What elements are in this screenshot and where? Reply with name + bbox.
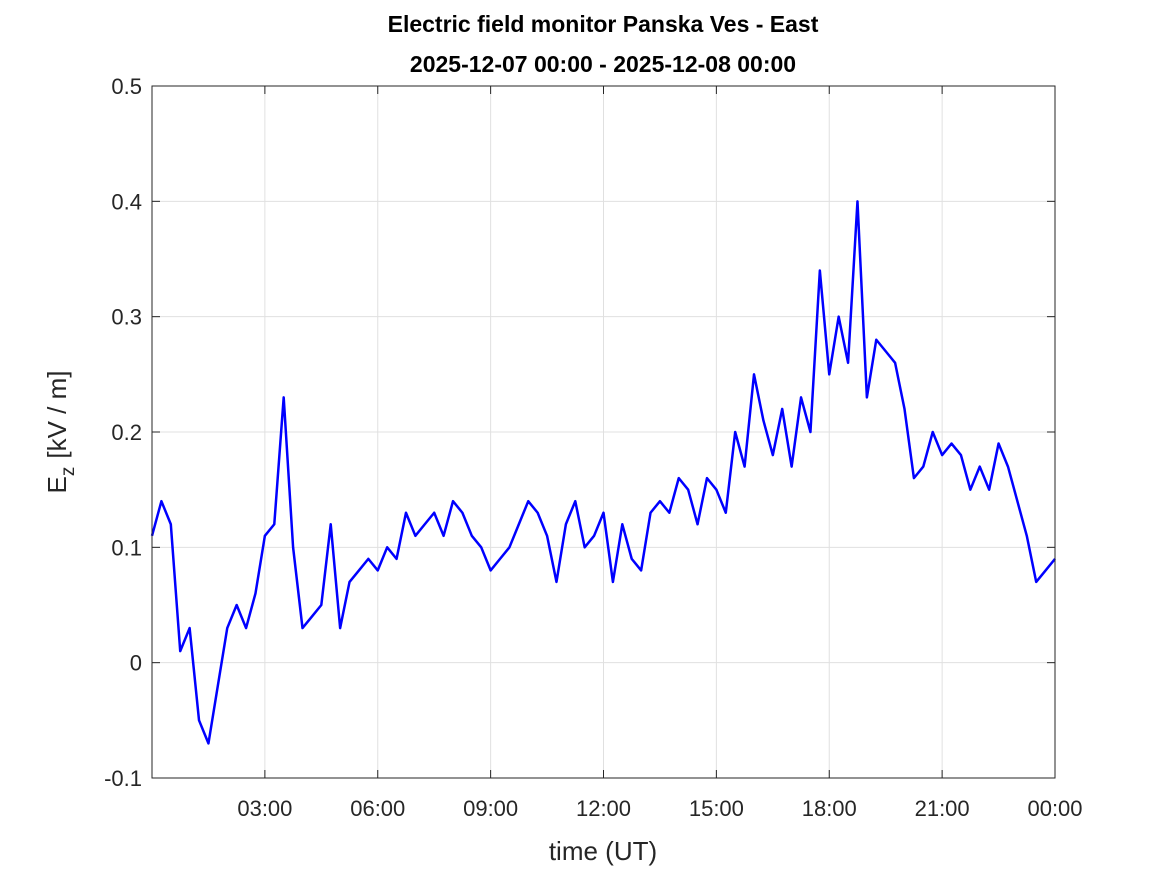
chart-title: Electric field monitor Panska Ves - East	[388, 11, 819, 37]
y-tick-label: 0.3	[111, 305, 142, 330]
y-tick-label: -0.1	[104, 766, 142, 791]
chart-subtitle: 2025-12-07 00:00 - 2025-12-08 00:00	[410, 51, 796, 77]
y-tick-label: 0.2	[111, 420, 142, 445]
y-axis-label: Ez [kV / m]	[42, 371, 79, 494]
x-tick-label: 15:00	[689, 796, 744, 821]
y-label-unit: [kV / m]	[42, 371, 72, 459]
data-line	[150, 200, 1056, 745]
x-axis-label: time (UT)	[549, 836, 657, 866]
x-tick-label: 21:00	[915, 796, 970, 821]
y-tick-label: 0	[130, 651, 142, 676]
ticks: -0.1 0 0.1 0.2 0.3 0.4 0.5 03:00 06:00 09:00 12:00…	[104, 74, 1082, 821]
marks	[150, 200, 1056, 745]
y-label-symbol: E	[42, 476, 72, 493]
y-label-subscript: z	[58, 467, 79, 477]
x-tick-label: 06:00	[350, 796, 405, 821]
x-tick-label: 09:00	[463, 796, 518, 821]
x-tick-label: 03:00	[237, 796, 292, 821]
y-tick-label: 0.4	[111, 189, 142, 214]
x-tick-label: 12:00	[576, 796, 631, 821]
x-tick-label: 18:00	[802, 796, 857, 821]
y-tick-label: 0.1	[111, 535, 142, 560]
y-tick-label: 0.5	[111, 74, 142, 99]
x-tick-label: 00:00	[1027, 796, 1082, 821]
